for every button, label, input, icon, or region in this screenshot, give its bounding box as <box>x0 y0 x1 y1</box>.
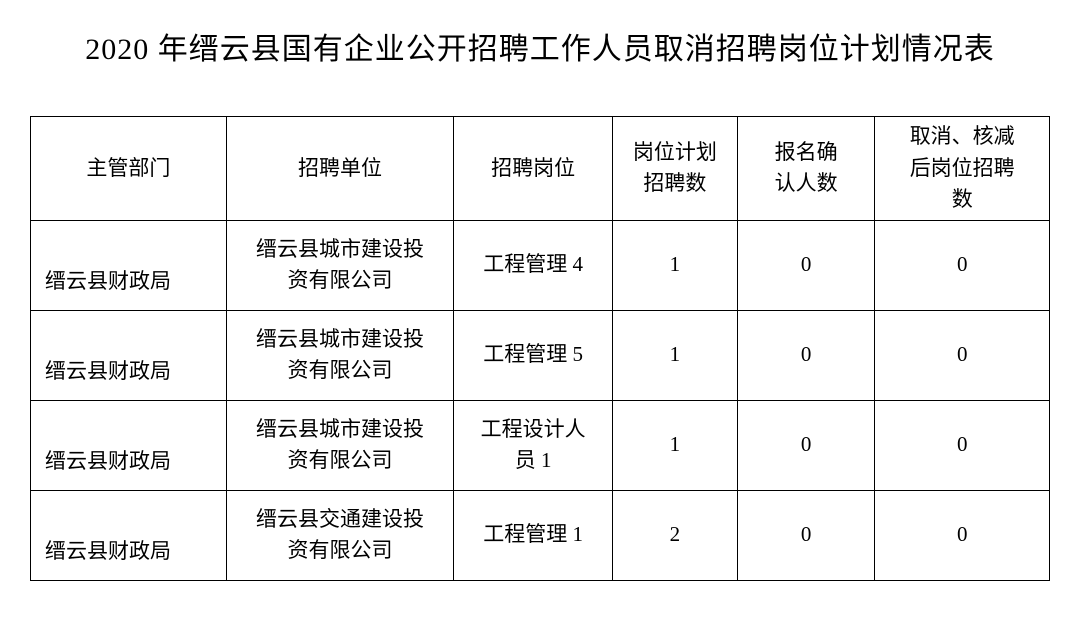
page-title: 2020 年缙云县国有企业公开招聘工作人员取消招聘岗位计划情况表 <box>30 24 1050 68</box>
cell-confirmed: 0 <box>737 310 875 400</box>
cell-employer: 缙云县交通建设投 资有限公司 <box>226 490 454 580</box>
table-row: 缙云县财政局 缙云县交通建设投 资有限公司 工程管理 1 2 0 0 <box>31 490 1050 580</box>
table-row: 缙云县财政局 缙云县城市建设投 资有限公司 工程设计人 员 1 1 0 0 <box>31 400 1050 490</box>
col-header-after-l3: 数 <box>952 187 973 211</box>
cell-position: 工程管理 5 <box>454 310 613 400</box>
cell-employer: 缙云县城市建设投 资有限公司 <box>226 400 454 490</box>
col-header-after-l1: 取消、核减 <box>910 124 1015 148</box>
cell-dept: 缙云县财政局 <box>31 400 227 490</box>
cell-after: 0 <box>875 220 1050 310</box>
cell-confirmed: 0 <box>737 490 875 580</box>
cell-dept: 缙云县财政局 <box>31 490 227 580</box>
cell-planned: 1 <box>612 310 737 400</box>
table-row: 缙云县财政局 缙云县城市建设投 资有限公司 工程管理 5 1 0 0 <box>31 310 1050 400</box>
cell-confirmed: 0 <box>737 220 875 310</box>
cell-dept: 缙云县财政局 <box>31 220 227 310</box>
cell-after: 0 <box>875 490 1050 580</box>
cell-employer: 缙云县城市建设投 资有限公司 <box>226 310 454 400</box>
col-header-dept: 主管部门 <box>31 117 227 221</box>
col-header-after-l2: 后岗位招聘 <box>910 156 1015 180</box>
col-header-planned-l1: 岗位计划 <box>633 140 717 164</box>
cell-planned: 1 <box>612 220 737 310</box>
table-row: 缙云县财政局 缙云县城市建设投 资有限公司 工程管理 4 1 0 0 <box>31 220 1050 310</box>
cell-planned: 2 <box>612 490 737 580</box>
cell-employer: 缙云县城市建设投 资有限公司 <box>226 220 454 310</box>
table-header-row: 主管部门 招聘单位 招聘岗位 岗位计划 招聘数 报名确 认人数 取消、核减 后岗… <box>31 117 1050 221</box>
col-header-planned: 岗位计划 招聘数 <box>612 117 737 221</box>
cell-after: 0 <box>875 400 1050 490</box>
col-header-planned-l2: 招聘数 <box>643 171 706 195</box>
col-header-after: 取消、核减 后岗位招聘 数 <box>875 117 1050 221</box>
cell-after: 0 <box>875 310 1050 400</box>
col-header-employer: 招聘单位 <box>226 117 454 221</box>
cell-position: 工程管理 1 <box>454 490 613 580</box>
cell-position: 工程设计人 员 1 <box>454 400 613 490</box>
col-header-confirmed-l2: 认人数 <box>775 171 838 195</box>
col-header-confirmed: 报名确 认人数 <box>737 117 875 221</box>
cell-confirmed: 0 <box>737 400 875 490</box>
col-header-confirmed-l1: 报名确 <box>775 140 838 164</box>
cell-dept: 缙云县财政局 <box>31 310 227 400</box>
document-page: 2020 年缙云县国有企业公开招聘工作人员取消招聘岗位计划情况表 主管部门 招聘… <box>0 0 1080 611</box>
col-header-position: 招聘岗位 <box>454 117 613 221</box>
cell-position: 工程管理 4 <box>454 220 613 310</box>
cell-planned: 1 <box>612 400 737 490</box>
cancellation-table: 主管部门 招聘单位 招聘岗位 岗位计划 招聘数 报名确 认人数 取消、核减 后岗… <box>30 116 1050 581</box>
